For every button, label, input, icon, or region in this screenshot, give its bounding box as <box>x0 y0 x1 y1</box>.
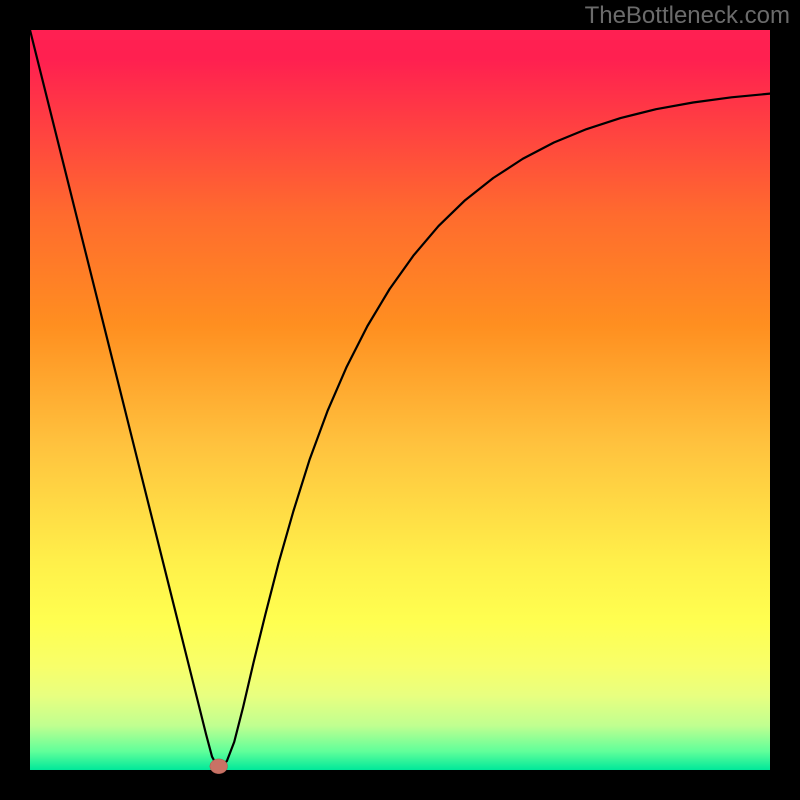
optimal-point-marker <box>210 759 228 774</box>
chart-svg <box>0 0 800 800</box>
chart-frame: TheBottleneck.com <box>0 0 800 800</box>
plot-background <box>30 30 770 770</box>
